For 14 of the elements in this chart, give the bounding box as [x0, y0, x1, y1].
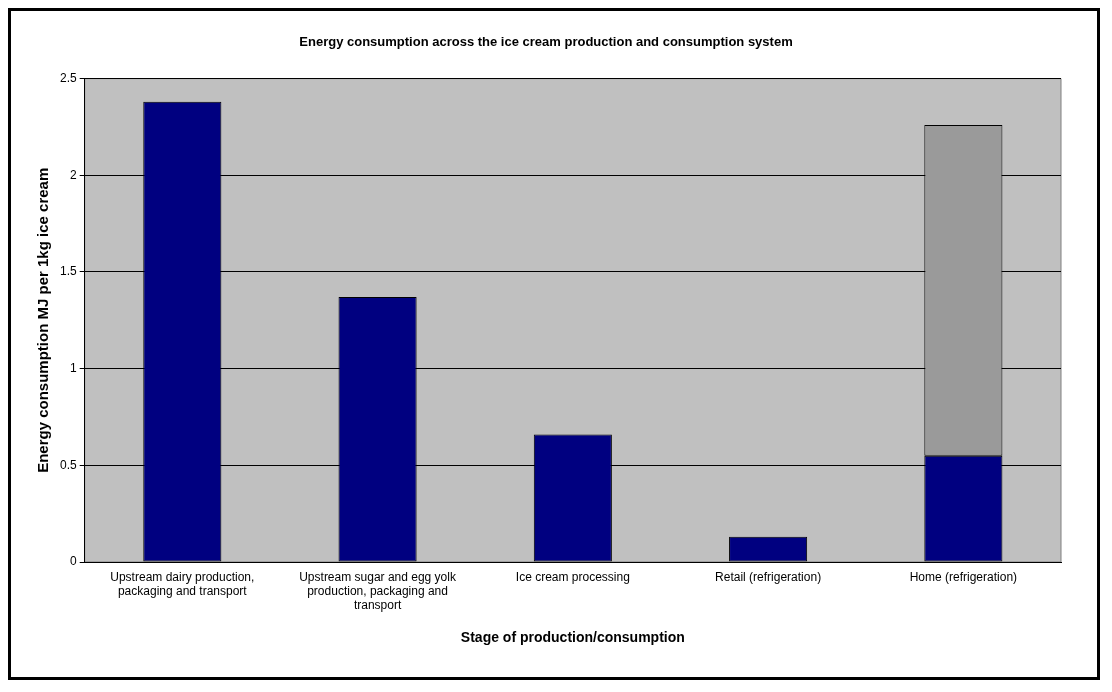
y-tick-label: 0: [69, 554, 77, 569]
x-tick-label: Retail (refrigeration): [715, 569, 822, 584]
y-tick-label: 2.5: [59, 70, 77, 85]
x-tick-label: Ice cream processing: [515, 569, 630, 584]
chart-title: Energy consumption across the ice cream production and consumption system: [299, 34, 793, 50]
x-tick-label: Home (refrigeration): [909, 569, 1018, 584]
x-tick-label: Upstream dairy production, packaging and transport: [110, 569, 255, 598]
y-tick-label: 1.5: [59, 264, 77, 279]
y-axis-title: Energy consumption MJ per 1kg ice cream: [34, 167, 52, 473]
y-tick-label: 0.5: [59, 457, 77, 472]
x-axis-title: Stage of production/consumption: [460, 629, 685, 646]
y-tick-label: 2: [69, 167, 77, 182]
y-tick-label: 1: [69, 360, 77, 375]
x-tick-label: Upstream sugar and egg yolk production, packaging and transport: [299, 569, 457, 613]
